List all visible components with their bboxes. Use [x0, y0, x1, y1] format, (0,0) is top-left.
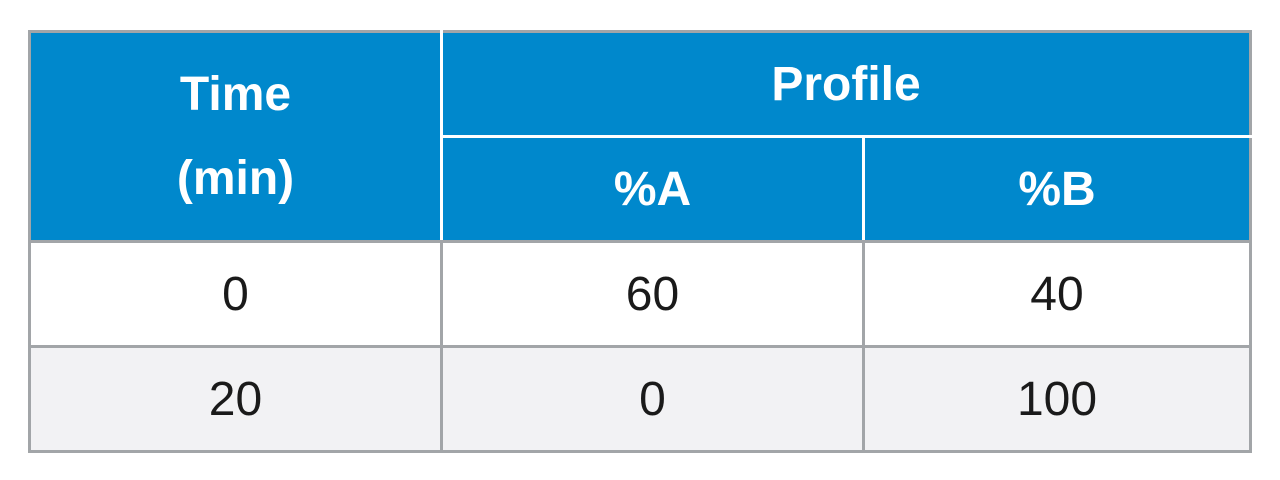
- header-column: %A: [440, 135, 865, 243]
- header-cell: Time (min): [29, 31, 443, 243]
- gradient-table: Time (min) Profile %A %B 0 60 40 20 0 10…: [28, 30, 1252, 453]
- header-profile: Profile: [440, 31, 1251, 138]
- header-row: Time (min) Profile: [29, 31, 1251, 243]
- table-cell: 100: [862, 345, 1252, 453]
- table-row: 0 60 40: [28, 240, 1252, 348]
- table-cell: 20: [28, 345, 443, 453]
- table-cell: 0: [28, 240, 443, 348]
- table-cell: 40: [862, 240, 1252, 348]
- table-cell: 60: [440, 240, 865, 348]
- header-time: Time (min): [176, 67, 295, 205]
- table-body: 0 60 40 20 0 100: [28, 240, 1252, 453]
- table-header: Time (min) Profile %A %B: [29, 31, 1251, 243]
- table-row: 20 0 100: [28, 345, 1252, 453]
- header-row: %A %B: [30, 135, 1251, 243]
- header-column: %B: [862, 135, 1251, 243]
- table-cell: 0: [440, 345, 865, 453]
